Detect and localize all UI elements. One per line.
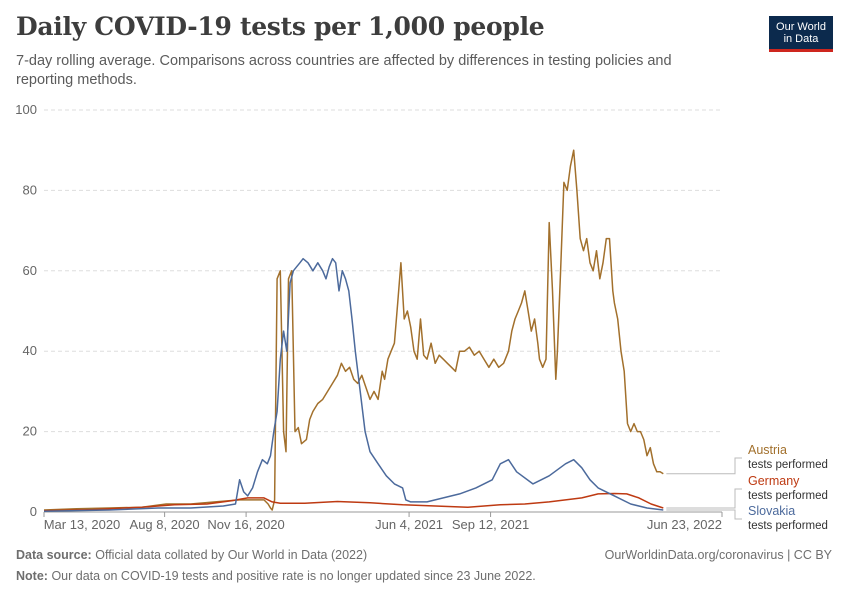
series-line-slovakia[interactable]: [43, 257, 664, 512]
legend-connector: [666, 509, 742, 520]
logo-line-2: in Data: [783, 33, 819, 45]
chart-subtitle: 7-day rolling average. Comparisons acros…: [16, 53, 672, 88]
legend-sub-slovakia: tests performed: [748, 520, 828, 532]
x-axis-ticks: Mar 13, 2020 Aug 8, 2020 Nov 16, 2020 Jun 4…: [43, 512, 723, 532]
y-tick-label: 100: [15, 102, 37, 117]
legend-name-slovakia[interactable]: Slovakia: [748, 504, 795, 518]
x-tick-label: Nov 16, 2020: [207, 517, 284, 532]
footer-link[interactable]: OurWorldinData.org/coronavirus | CC BY: [604, 548, 832, 562]
series-lines: [43, 149, 664, 512]
logo-line-1: Our World: [776, 21, 826, 33]
y-tick-label: 80: [23, 182, 37, 197]
legend-sub-germany: tests performed: [748, 490, 828, 502]
owid-logo[interactable]: Our World in Data: [769, 16, 833, 52]
x-tick-label: Aug 8, 2020: [130, 517, 200, 532]
source-text: Official data collated by Our World in D…: [95, 548, 368, 562]
legend-sub-austria: tests performed: [748, 459, 828, 471]
footer-source: Data source: Official data collated by O…: [16, 548, 367, 562]
y-axis-ticks: 0 20 40 60 80 100: [15, 102, 37, 519]
x-tick-label: Jun 4, 2021: [375, 517, 443, 532]
chart-title: Daily COVID-19 tests per 1,000 people: [16, 12, 545, 41]
legend-name-germany[interactable]: Germany: [748, 474, 800, 488]
x-tick-label: Mar 13, 2020: [44, 517, 121, 532]
legend-connector: [666, 457, 742, 475]
legend-connector: [666, 488, 742, 509]
y-tick-label: 60: [23, 263, 37, 278]
y-tick-label: 20: [23, 424, 37, 439]
series-line-germany[interactable]: [43, 492, 664, 512]
note-text: Our data on COVID-19 tests and positive …: [51, 569, 536, 583]
series-line-austria[interactable]: [43, 149, 664, 511]
footer-note: Note: Our data on COVID-19 tests and pos…: [16, 569, 536, 583]
legend: Austria tests performed Germany tests perfo…: [666, 443, 828, 532]
grid-lines: [44, 109, 722, 433]
source-label: Data source:: [16, 548, 92, 562]
x-tick-label: Sep 12, 2021: [452, 517, 529, 532]
y-tick-label: 0: [30, 504, 37, 519]
x-tick-label: Jun 23, 2022: [647, 517, 722, 532]
legend-name-austria[interactable]: Austria: [748, 443, 787, 457]
y-tick-label: 40: [23, 343, 37, 358]
note-label: Note:: [16, 569, 48, 583]
